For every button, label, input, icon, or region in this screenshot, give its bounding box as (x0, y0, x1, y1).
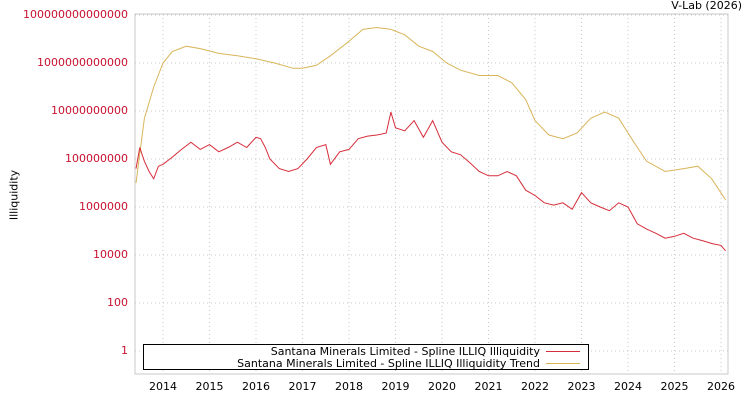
y-tick-label: 1000000 (79, 200, 128, 213)
x-tick-label: 2021 (474, 380, 503, 393)
x-tick-label: 2015 (195, 380, 224, 393)
chart-legend: Santana Minerals Limited - Spline ILLIQ … (143, 344, 589, 370)
legend-swatch-red (546, 350, 580, 352)
x-tick-label: 2017 (288, 380, 317, 393)
legend-item-trend: Santana Minerals Limited - Spline ILLIQ … (237, 356, 580, 370)
plot-frame (134, 13, 729, 375)
y-axis-label: Illiquidity (7, 169, 21, 221)
legend-label: Santana Minerals Limited - Spline ILLIQ … (270, 344, 540, 358)
x-tick-label: 2018 (335, 380, 363, 393)
y-tick-label: 100000000 (65, 152, 128, 165)
x-tick-label: 2025 (660, 380, 689, 393)
y-tick-label: 1000000000000 (37, 56, 128, 69)
y-tick-label: 10000 (93, 248, 128, 261)
legend-item-illiquidity: Santana Minerals Limited - Spline ILLIQ … (270, 344, 580, 358)
x-tick-label: 2024 (614, 380, 642, 393)
vlab-credit: V-Lab (2026) (671, 0, 742, 12)
grid-lines (135, 14, 728, 374)
y-tick-label: 10000000000 (51, 104, 128, 117)
x-tick-label: 2023 (567, 380, 596, 393)
illiquidity-series-line (135, 111, 726, 252)
x-tick-label: 2016 (242, 380, 270, 393)
legend-label: Santana Minerals Limited - Spline ILLIQ … (237, 356, 540, 370)
x-tick-label: 2020 (428, 380, 456, 393)
y-tick-label: 100 (107, 296, 128, 309)
y-tick-label: 100000000000000 (23, 8, 128, 21)
x-tick-label: 2026 (707, 380, 735, 393)
x-tick-label: 2019 (381, 380, 410, 393)
trend-series-line (135, 26, 727, 201)
legend-swatch-gold (546, 362, 580, 364)
x-tick-label: 2014 (149, 380, 177, 393)
y-tick-label: 1 (121, 344, 128, 357)
x-tick-label: 2022 (521, 380, 549, 393)
